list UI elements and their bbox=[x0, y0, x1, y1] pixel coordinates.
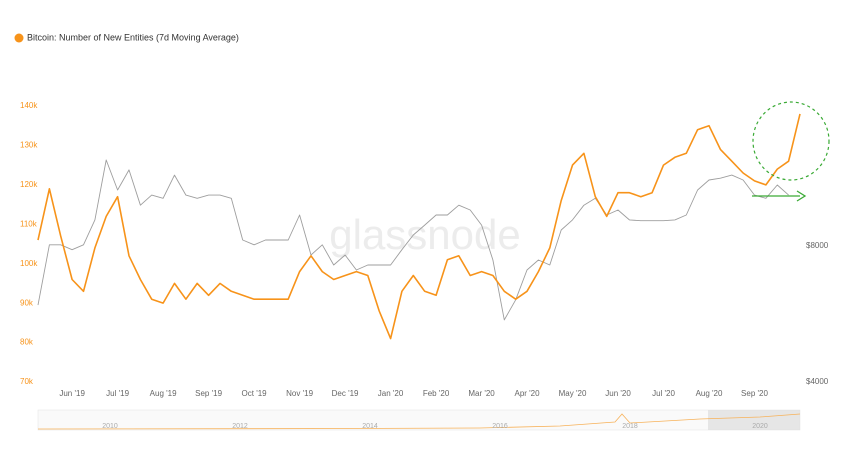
y-tick-label: 70k bbox=[20, 377, 34, 386]
x-tick-label: Jan '20 bbox=[378, 389, 404, 398]
series-line bbox=[37, 113, 801, 340]
x-tick-label: Jun '19 bbox=[59, 389, 85, 398]
series-line bbox=[37, 159, 789, 321]
y-tick-label: 120k bbox=[20, 180, 38, 189]
navigator-label: 2020 bbox=[752, 423, 768, 430]
y-tick-label: 110k bbox=[20, 219, 38, 228]
x-tick-label: Oct '19 bbox=[242, 389, 268, 398]
bitcoin-icon bbox=[14, 33, 24, 43]
navigator-label: 2010 bbox=[102, 423, 118, 430]
y-tick-label: 80k bbox=[20, 338, 34, 347]
y-tick-label: 90k bbox=[20, 298, 34, 307]
y-tick-label: 100k bbox=[20, 259, 38, 268]
navigator-selection[interactable] bbox=[708, 410, 800, 430]
navigator-label: 2014 bbox=[362, 423, 378, 430]
x-tick-label: Aug '20 bbox=[696, 389, 723, 398]
y-tick-label: 140k bbox=[20, 101, 38, 110]
x-tick-label: Mar '20 bbox=[468, 389, 495, 398]
navigator-labels: 2010 2012 2014 2016 2018 2020 bbox=[102, 423, 768, 430]
arrow-head bbox=[796, 190, 807, 202]
x-tick-label: Feb '20 bbox=[423, 389, 450, 398]
x-tick-label: Nov '19 bbox=[286, 389, 313, 398]
x-tick-label: Sep '20 bbox=[741, 389, 768, 398]
navigator-label: 2018 bbox=[622, 423, 638, 430]
navigator-label: 2016 bbox=[492, 423, 508, 430]
y2-tick-label: $8000 bbox=[806, 241, 829, 250]
x-tick-label: Dec '19 bbox=[332, 389, 359, 398]
x-tick-label: Jul '20 bbox=[652, 389, 675, 398]
navigator-label: 2012 bbox=[232, 423, 248, 430]
chart-title: Bitcoin: Number of New Entities (7d Movi… bbox=[27, 32, 239, 42]
y2-tick-label: $4000 bbox=[806, 377, 829, 386]
x-tick-label: Sep '19 bbox=[195, 389, 222, 398]
x-tick-label: May '20 bbox=[559, 389, 587, 398]
x-tick-label: Aug '19 bbox=[150, 389, 177, 398]
x-tick-label: Jul '19 bbox=[106, 389, 129, 398]
y-tick-label: 130k bbox=[20, 141, 38, 150]
x-tick-label: Jun '20 bbox=[605, 389, 631, 398]
x-tick-label: Apr '20 bbox=[514, 389, 540, 398]
watermark: glassnode bbox=[329, 211, 520, 258]
plot-area: 70k 80k 90k 100k 110k 120k 130k 140k $4000 $8000 J… bbox=[20, 101, 829, 398]
navigator-line bbox=[37, 413, 801, 430]
highlight-circle bbox=[752, 101, 830, 181]
